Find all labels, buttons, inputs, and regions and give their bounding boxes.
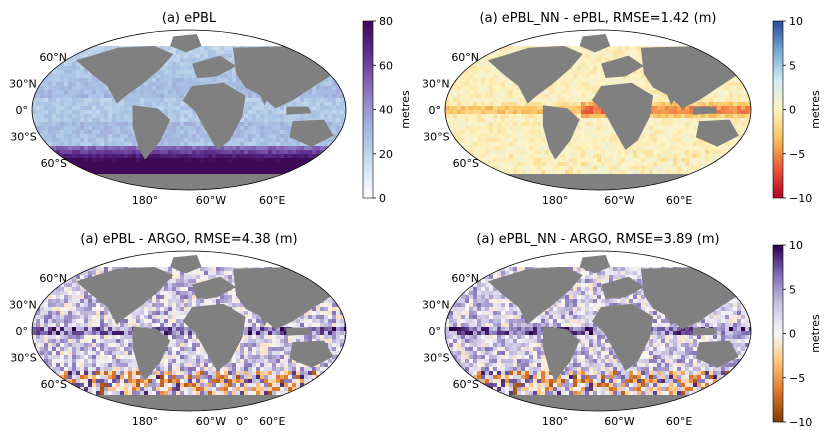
lat-label: 0° bbox=[429, 325, 442, 338]
lat-label: 60°N bbox=[451, 272, 479, 285]
lon-label: 60°E bbox=[259, 415, 285, 428]
colorbar-tick: −5 bbox=[789, 372, 805, 385]
lat-label: 0° bbox=[16, 104, 29, 117]
colorbar-tick: 0 bbox=[789, 104, 796, 117]
colorbar-tick: 0 bbox=[379, 192, 386, 205]
colorbar-tick: 10 bbox=[789, 15, 803, 28]
colorbar-tick: −10 bbox=[789, 192, 812, 205]
lat-label: 60°S bbox=[41, 378, 67, 391]
lon-label: 60°W bbox=[604, 194, 634, 207]
colorbar-cb-rdbu: 10 5 0 −5 −10 metres bbox=[772, 15, 822, 205]
lat-label: 30°S bbox=[10, 351, 36, 364]
map-panel-epbl-argo: (a) ePBL - ARGO, RMSE=4.38 (m) 60°N 30°N 0°… bbox=[9, 232, 347, 428]
panel-title: (a) ePBL_NN - ePBL, RMSE=1.42 (m) bbox=[480, 11, 717, 26]
lat-label: 30°S bbox=[423, 351, 449, 364]
lon-label: 60°W bbox=[196, 194, 226, 207]
lat-label: 60°S bbox=[453, 157, 479, 170]
lat-label: 60°N bbox=[39, 272, 67, 285]
colorbar-label: metres bbox=[399, 90, 412, 129]
colorbar-ramp bbox=[772, 244, 784, 423]
colorbar-tick: 60 bbox=[379, 59, 393, 72]
lon-label: 60°W bbox=[604, 415, 634, 428]
lat-label: 60°N bbox=[39, 51, 67, 64]
lat-label: 30°N bbox=[422, 299, 450, 312]
lon-label: 60°W bbox=[196, 415, 226, 428]
lon-label: 60°E bbox=[259, 194, 285, 207]
map-frame bbox=[444, 250, 752, 412]
lon-label: 180° bbox=[132, 415, 159, 428]
colorbar-label: metres bbox=[809, 90, 822, 129]
lat-label: 30°S bbox=[423, 130, 449, 143]
lat-label: 60°N bbox=[451, 51, 479, 64]
panel-title: (a) ePBL bbox=[162, 11, 217, 26]
colorbar-tick: 20 bbox=[379, 148, 393, 161]
lat-label: 60°S bbox=[41, 157, 67, 170]
colorbar-tick: 5 bbox=[789, 59, 796, 72]
lon-label: 180° bbox=[132, 194, 159, 207]
colorbar-ramp bbox=[362, 20, 374, 199]
lon-label: 180° bbox=[542, 194, 569, 207]
colorbar-tick: 10 bbox=[789, 239, 803, 252]
colorbar-tick: 40 bbox=[379, 104, 393, 117]
map-frame bbox=[31, 250, 347, 412]
lon-label: 180° bbox=[542, 415, 569, 428]
lat-label: 30°N bbox=[9, 78, 37, 91]
lat-label: 30°N bbox=[422, 78, 450, 91]
lat-label: 0° bbox=[16, 325, 29, 338]
colorbar-cb-puor: 10 5 0 −5 −10 metres bbox=[772, 239, 822, 429]
lat-label: 30°S bbox=[10, 130, 36, 143]
colorbar-tick: −10 bbox=[789, 416, 812, 429]
map-panel-epbl: (a) ePBL 60°N 30°N 0° 30°S 60°S 180° 60°W 60°E bbox=[9, 11, 347, 207]
lat-label: 60°S bbox=[453, 378, 479, 391]
colorbar-tick: −5 bbox=[789, 148, 805, 161]
colorbar-cb-mld: 80 60 40 20 0 metres bbox=[362, 15, 412, 205]
panel-title: (a) ePBL_NN - ARGO, RMSE=3.89 (m) bbox=[476, 232, 719, 247]
panel-title: (a) ePBL - ARGO, RMSE=4.38 (m) bbox=[80, 232, 297, 247]
map-frame bbox=[444, 29, 752, 191]
lat-label: 30°N bbox=[9, 299, 37, 312]
map-frame bbox=[31, 29, 347, 191]
colorbar-tick: 80 bbox=[379, 15, 393, 28]
lon-label: 60°E bbox=[666, 194, 692, 207]
lat-label: 0° bbox=[429, 104, 442, 117]
colorbar-tick: 5 bbox=[789, 283, 796, 296]
colorbar-ramp bbox=[772, 20, 784, 199]
colorbar-label: metres bbox=[809, 314, 822, 353]
map-panel-nn-diff: (a) ePBL_NN - ePBL, RMSE=1.42 (m) 60°N 30°… bbox=[422, 11, 752, 207]
colorbar-tick: 0 bbox=[789, 328, 796, 341]
lon-label: 60°E bbox=[666, 415, 692, 428]
map-panel-nn-argo: (a) ePBL_NN - ARGO, RMSE=3.89 (m) 60°N 30°… bbox=[422, 232, 752, 428]
lon-label: 0° bbox=[236, 415, 249, 428]
